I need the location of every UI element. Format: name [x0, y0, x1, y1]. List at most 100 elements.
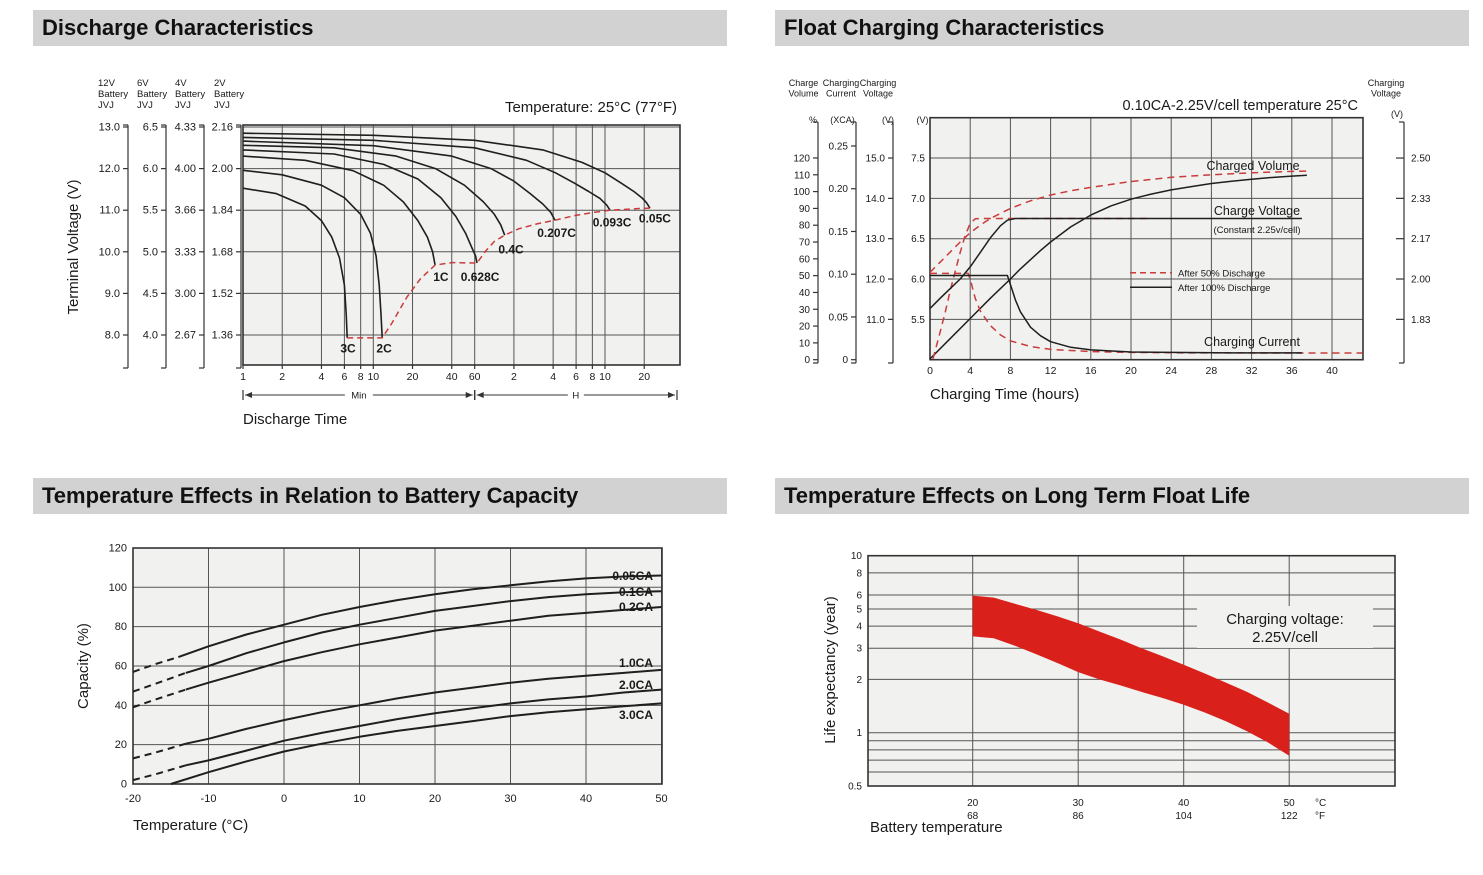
x-tick-label: 20: [429, 793, 441, 805]
x-tick-label: 20: [638, 371, 650, 383]
float-curve-charge_voltage_100: [929, 217, 1302, 310]
right-arrow: [465, 392, 473, 398]
scale-header: JVJ: [175, 100, 191, 111]
annotation-voltage-value: 2.25V/cell: [1252, 629, 1318, 646]
capacity-curve-0.1CA: [185, 590, 662, 674]
rate-label-1.0CA: 1.0CA: [619, 656, 653, 670]
y-axis-title: Capacity (%): [75, 623, 92, 709]
y-tick-label: 0.10: [829, 270, 849, 281]
rate-label-0.2CA: 0.2CA: [619, 600, 653, 614]
annotation-box: [1197, 606, 1373, 648]
scale-header: 2V: [214, 78, 226, 89]
discharge-curve-0.628C: [242, 149, 478, 264]
scale-header: JVJ: [214, 100, 230, 111]
legend-label-100pct: After 100% Discharge: [1178, 283, 1270, 294]
x-tick-label: 6: [341, 371, 347, 383]
y-axis-title: Terminal Voltage (V): [65, 179, 82, 314]
x-tick-label: 0: [927, 365, 933, 377]
x-tick-label: 10: [353, 793, 365, 805]
cutoff-voltage-locus: [347, 207, 650, 339]
scale-header: Current: [826, 89, 857, 99]
rate-label-0.05CA: 0.05CA: [612, 569, 653, 583]
y-tick-label: 11.0: [866, 315, 885, 326]
x-tick-label: 12: [1045, 365, 1057, 377]
y-tick-label: 5.5: [911, 315, 925, 326]
y-tick-label: 100: [793, 187, 810, 198]
annotation-charging-voltage: Charging voltage:: [1226, 611, 1344, 628]
discharge-curve-0.207C: [242, 140, 556, 221]
capacity-curve-1.0CA: [185, 668, 662, 745]
capacity-curve-3.0CA: [170, 702, 662, 785]
curve-label-charged-volume: Charged Volume: [1206, 159, 1299, 173]
y-tick-label: 0.5: [848, 781, 862, 792]
scale-header: Battery: [175, 89, 205, 100]
y-tick-label: 6.5: [911, 234, 925, 245]
y-tick-label: 8.0: [105, 330, 120, 342]
chart-annotation: 0.10CA-2.25V/cell temperature 25°C: [1122, 98, 1358, 114]
rate-label-2C: 2C: [376, 341, 392, 355]
scale-header: Voltage: [863, 89, 893, 99]
discharge-curve-0.093C: [242, 136, 611, 211]
plot-frame: [242, 124, 681, 366]
x-axis-title: Temperature (°C): [133, 817, 248, 834]
x-tick-label-fahrenheit: 122: [1281, 811, 1298, 822]
life-expectancy-band: [972, 595, 1290, 756]
float-curve-charged_volume_50: [929, 170, 1307, 273]
plot-area: [243, 125, 680, 365]
y-tick-label: 70: [799, 238, 811, 249]
right-tick-label: 1.83: [1411, 315, 1431, 326]
x-tick-label: 8: [1007, 365, 1013, 377]
y-tick-label: 12.0: [866, 275, 886, 286]
y-tick-label: 3.66: [175, 205, 196, 217]
x-axis-title: Discharge Time: [243, 411, 347, 428]
y-tick-label: 50: [799, 271, 811, 282]
y-tick-label: 10.0: [99, 246, 120, 258]
rate-label-0.4C: 0.4C: [498, 243, 524, 257]
x-unit-fahrenheit: °F: [1315, 811, 1325, 822]
y-tick-label: 14.0: [866, 194, 886, 205]
scale-header: 6V: [137, 78, 149, 89]
x-tick-label-celsius: 40: [1178, 798, 1190, 809]
y-tick-label: 13.0: [99, 122, 120, 134]
y-tick-label: 0: [804, 355, 810, 366]
y-tick-label: 11.0: [99, 205, 120, 217]
y-tick-label: 1.52: [212, 288, 233, 300]
x-tick-label: 36: [1286, 365, 1298, 377]
y-tick-label: 60: [799, 254, 811, 265]
y-tick-label: 5: [856, 604, 862, 615]
plot-frame: [929, 116, 1364, 361]
right-scale-header: Voltage: [1371, 89, 1401, 99]
rate-label-0.207C: 0.207C: [537, 226, 576, 240]
section-title-discharge: Discharge Characteristics: [33, 10, 727, 46]
section-title-float-charging: Float Charging Characteristics: [775, 10, 1469, 46]
chart-annotation: Temperature: 25°C (77°F): [505, 99, 677, 116]
x-tick-label: 6: [573, 371, 579, 383]
x-tick-label: 60: [469, 371, 481, 383]
x-tick-label: 10: [367, 371, 379, 383]
curve-label-charge-voltage: Charge Voltage: [1214, 204, 1300, 218]
x-axis-title: Battery temperature: [870, 819, 1003, 836]
y-tick-label: 4: [856, 622, 862, 633]
capacity-curve-dashed-0.2CA: [132, 688, 187, 709]
y-tick-label: 4.00: [175, 163, 196, 175]
curve-label-charging-current: Charging Current: [1204, 335, 1300, 349]
y-tick-label: 0.20: [829, 184, 849, 195]
y-tick-label: 60: [115, 660, 127, 672]
x-tick-label: 40: [580, 793, 592, 805]
x-tick-label-celsius: 50: [1284, 798, 1296, 809]
right-tick-label: 2.33: [1411, 194, 1431, 205]
y-tick-label: 6.0: [143, 163, 158, 175]
y-tick-label: 3.00: [175, 288, 196, 300]
y-tick-label: 13.0: [866, 234, 886, 245]
rate-label-3.0CA: 3.0CA: [619, 708, 653, 722]
x-tick-label: 32: [1246, 365, 1258, 377]
right-tick-label: 2.17: [1411, 234, 1431, 245]
discharge-characteristics-chart: 12VBatteryJVJ13.012.011.010.09.08.06VBat…: [65, 78, 681, 428]
y-tick-label: 100: [109, 582, 127, 594]
y-tick-label: 4.0: [143, 330, 158, 342]
y-tick-label: 0.05: [829, 312, 849, 323]
x-tick-label: -10: [201, 793, 217, 805]
right-scale-unit: (V): [1391, 109, 1403, 119]
x-tick-label: 8: [589, 371, 595, 383]
x-tick-label-celsius: 20: [967, 798, 979, 809]
